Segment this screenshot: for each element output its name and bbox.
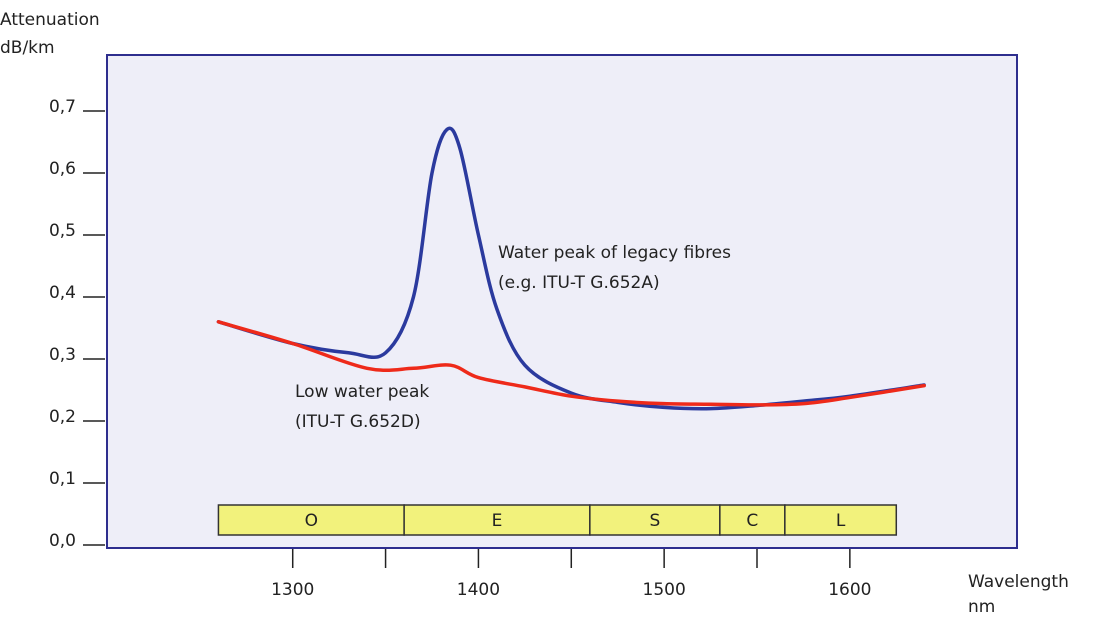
band [589,504,721,536]
y-tick-label: 0,7 [49,97,76,117]
plot-area [106,54,1018,549]
y-tick-label: 0,6 [49,159,76,179]
band-label: E [492,511,503,531]
y-tick-label: 0,2 [49,407,76,427]
y-tick-label: 0,5 [49,221,76,241]
y-axis-label: Attenuation [0,10,100,30]
y-tick-label: 0,4 [49,283,76,303]
band [784,504,898,536]
band-label: S [649,511,660,531]
x-tick-label: 1600 [828,580,871,600]
annotation: Water peak of legacy fibres [498,243,731,263]
x-tick-label: 1300 [271,580,314,600]
band [719,504,786,536]
annotation: (e.g. ITU-T G.652A) [498,273,660,293]
band-label: O [305,511,318,531]
band [217,504,405,536]
y-axis-label: dB/km [0,38,55,58]
band-label: C [746,511,758,531]
x-axis-label: Wavelength [968,572,1069,592]
y-tick-label: 0,1 [49,469,76,489]
band-label: L [836,511,846,531]
y-tick-label: 0,3 [49,345,76,365]
annotation: (ITU-T G.652D) [295,412,421,432]
series-line [216,320,926,407]
x-tick-label: 1500 [643,580,686,600]
annotation: Low water peak [295,382,429,402]
x-axis-label: nm [968,597,995,617]
y-tick-label: 0,0 [49,531,76,551]
x-tick-label: 1400 [457,580,500,600]
